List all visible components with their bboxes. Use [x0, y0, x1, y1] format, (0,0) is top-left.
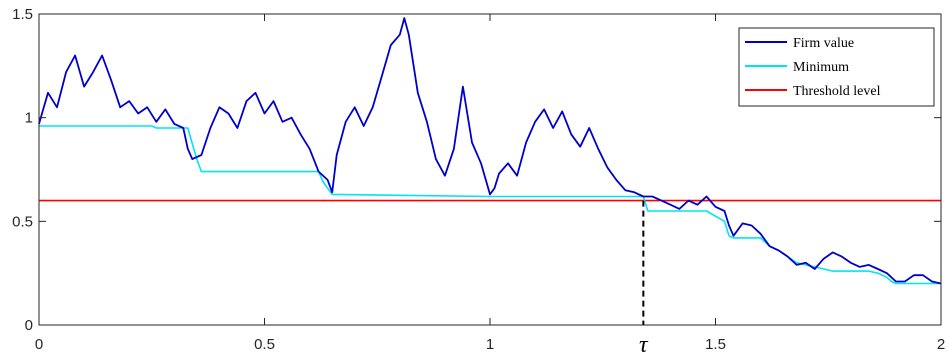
x-tick-label: 0 — [35, 336, 43, 353]
series-line-minimum — [39, 125, 941, 285]
y-tick-label: 0.5 — [12, 213, 33, 230]
y-tick-label: 1.5 — [12, 6, 33, 23]
x-tick-label: 2 — [937, 336, 945, 353]
x-tick-label: 1 — [486, 336, 494, 353]
legend-label-firm-value: Firm value — [793, 36, 854, 51]
y-tick-label: 1 — [25, 110, 33, 127]
legend: Firm value Minimum Threshold level — [738, 27, 935, 107]
legend-label-minimum: Minimum — [793, 60, 849, 75]
x-tick-label: 1.5 — [705, 336, 726, 353]
tick-layer: 0 0.5 1 1.5 2 0 0.5 1 1.5 τ — [12, 6, 945, 355]
x-tick-label: 0.5 — [254, 336, 275, 353]
y-tick-label: 0 — [25, 317, 33, 334]
series-layer — [38, 17, 942, 285]
tau-label: τ — [639, 332, 649, 355]
series-line-firm-value — [38, 17, 942, 285]
legend-label-threshold-level: Threshold level — [793, 84, 881, 99]
